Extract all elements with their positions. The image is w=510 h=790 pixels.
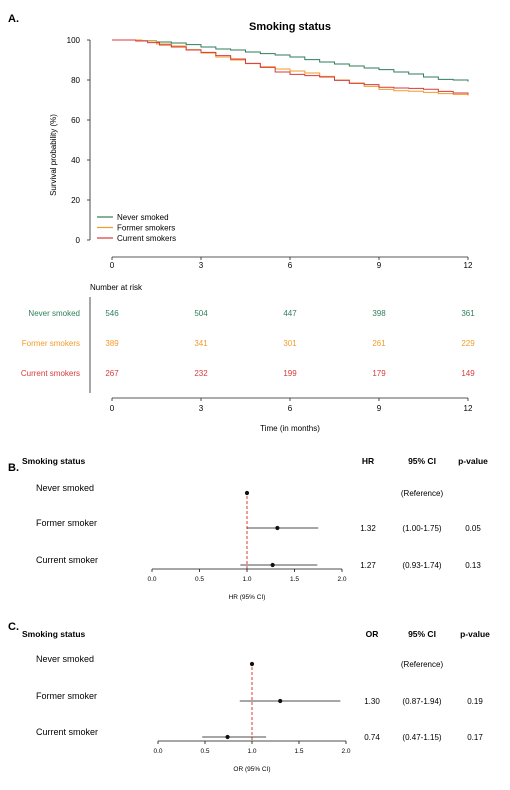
km-curve-current xyxy=(112,39,469,95)
risk-value: 261 xyxy=(372,339,386,348)
risk-value: 232 xyxy=(194,369,208,378)
forest-plot-or: Smoking status OR 95% CI p-value Never smoke… xyxy=(22,629,490,773)
forest-row-label: Current smoker xyxy=(36,727,98,737)
forest-row-label: Never smoked xyxy=(36,654,94,664)
km-title: Smoking status xyxy=(249,21,331,33)
risk-value: 149 xyxy=(461,369,475,378)
km-y-tick-label: 60 xyxy=(71,116,80,125)
risk-value: 199 xyxy=(283,369,297,378)
km-x-tick-label: 12 xyxy=(464,261,473,270)
forest-header-group: Smoking status xyxy=(22,456,86,466)
forest-row-label: Former smoker xyxy=(36,518,97,528)
forest-ci-value: (1.00-1.75) xyxy=(402,524,441,533)
forest-x-tick-label: 2.0 xyxy=(341,748,350,755)
risk-row-label-former: Former smokers xyxy=(22,339,80,348)
forest-row-label: Current smoker xyxy=(36,555,98,565)
risk-value: 301 xyxy=(283,339,297,348)
forest-x-tick-label: 2.0 xyxy=(337,576,346,583)
km-curve-former xyxy=(112,39,469,96)
km-y-tick-label: 20 xyxy=(71,196,80,205)
risk-value: 389 xyxy=(105,339,119,348)
km-y-tick-label: 80 xyxy=(71,76,80,85)
panel-c-letter: C. xyxy=(8,621,19,633)
forest-point xyxy=(249,661,255,667)
forest-x-axis-label: HR (95% CI) xyxy=(229,594,266,601)
forest-ci-value: (Reference) xyxy=(401,489,444,498)
forest-p-value: 0.13 xyxy=(465,561,481,570)
forest-x-tick-label: 1.0 xyxy=(242,576,251,583)
panel-b-letter: B. xyxy=(8,462,19,474)
km-y-tick-label: 100 xyxy=(67,36,81,45)
risk-x-tick-label: 9 xyxy=(377,404,382,413)
forest-measure-value: 1.30 xyxy=(364,697,380,706)
risk-row-label-current: Current smokers xyxy=(21,369,80,378)
forest-ci-value: (0.47-1.15) xyxy=(402,733,441,742)
forest-plot-hr: Smoking status HR 95% CI p-value Never smoke… xyxy=(22,456,488,601)
forest-header-ci: 95% CI xyxy=(408,456,436,466)
forest-x-tick-label: 0.0 xyxy=(147,576,156,583)
risk-value: 398 xyxy=(372,309,386,318)
risk-x-tick-label: 3 xyxy=(199,404,204,413)
forest-header-ci: 95% CI xyxy=(408,629,436,639)
risk-x-tick-label: 0 xyxy=(110,404,115,413)
km-curve-never xyxy=(112,39,469,82)
risk-value: 267 xyxy=(105,369,119,378)
forest-header-group: Smoking status xyxy=(22,629,86,639)
forest-header-p: p-value xyxy=(458,456,488,466)
forest-p-value: 0.05 xyxy=(465,524,481,533)
risk-value: 447 xyxy=(283,309,297,318)
km-y-tick-label: 0 xyxy=(76,236,81,245)
risk-row-label-never: Never smoked xyxy=(28,309,80,318)
forest-point xyxy=(225,734,230,740)
panel-a-letter: A. xyxy=(8,13,19,25)
forest-measure-value: 0.74 xyxy=(364,733,380,742)
legend-label-never: Never smoked xyxy=(117,213,169,222)
forest-ci-value: (0.93-1.74) xyxy=(402,561,441,570)
risk-x-tick-label: 12 xyxy=(464,404,473,413)
forest-x-tick-label: 1.5 xyxy=(294,748,303,755)
forest-point xyxy=(275,525,280,531)
risk-value: 504 xyxy=(194,309,208,318)
risk-value: 341 xyxy=(194,339,208,348)
km-x-axis-label: Time (in months) xyxy=(260,424,320,433)
km-x-tick-label: 3 xyxy=(199,261,204,270)
forest-header-measure: HR xyxy=(362,456,374,466)
forest-row-label: Former smoker xyxy=(36,691,97,701)
risk-value: 361 xyxy=(461,309,475,318)
forest-x-tick-label: 0.5 xyxy=(195,576,204,583)
risk-table: Never smoked 546 504 447 398 361 Former smoker… xyxy=(21,297,475,413)
km-x-tick-label: 6 xyxy=(288,261,293,270)
forest-ci-value: (Reference) xyxy=(401,660,444,669)
forest-measure-value: 1.32 xyxy=(360,524,376,533)
risk-value: 229 xyxy=(461,339,475,348)
risk-value: 546 xyxy=(105,309,119,318)
forest-x-tick-label: 1.5 xyxy=(290,576,299,583)
forest-point xyxy=(244,490,250,496)
forest-measure-value: 1.27 xyxy=(360,561,376,570)
risk-value: 179 xyxy=(372,369,386,378)
forest-x-axis-label: OR (95% CI) xyxy=(233,766,270,773)
forest-ci-value: (0.87-1.94) xyxy=(402,697,441,706)
forest-header-measure: OR xyxy=(366,629,379,639)
risk-x-tick-label: 6 xyxy=(288,404,293,413)
forest-p-value: 0.17 xyxy=(467,733,483,742)
forest-point xyxy=(270,562,275,568)
km-x-tick-label: 9 xyxy=(377,261,382,270)
legend-label-former: Former smokers xyxy=(117,224,175,233)
km-y-tick-label: 40 xyxy=(71,156,80,165)
forest-p-value: 0.19 xyxy=(467,697,483,706)
km-x-tick-label: 0 xyxy=(110,261,115,270)
forest-point xyxy=(278,698,283,704)
forest-row-label: Never smoked xyxy=(36,483,94,493)
km-y-axis-label: Survival probability (%) xyxy=(49,114,58,196)
forest-x-tick-label: 0.0 xyxy=(153,748,162,755)
forest-header-p: p-value xyxy=(460,629,490,639)
km-plot: 0 20 40 60 80 100 0 3 6 9 12 xyxy=(67,36,473,270)
legend-label-current: Current smokers xyxy=(117,234,176,243)
forest-x-tick-label: 0.5 xyxy=(200,748,209,755)
forest-x-tick-label: 1.0 xyxy=(247,748,256,755)
risk-table-title: Number at risk xyxy=(90,283,143,292)
